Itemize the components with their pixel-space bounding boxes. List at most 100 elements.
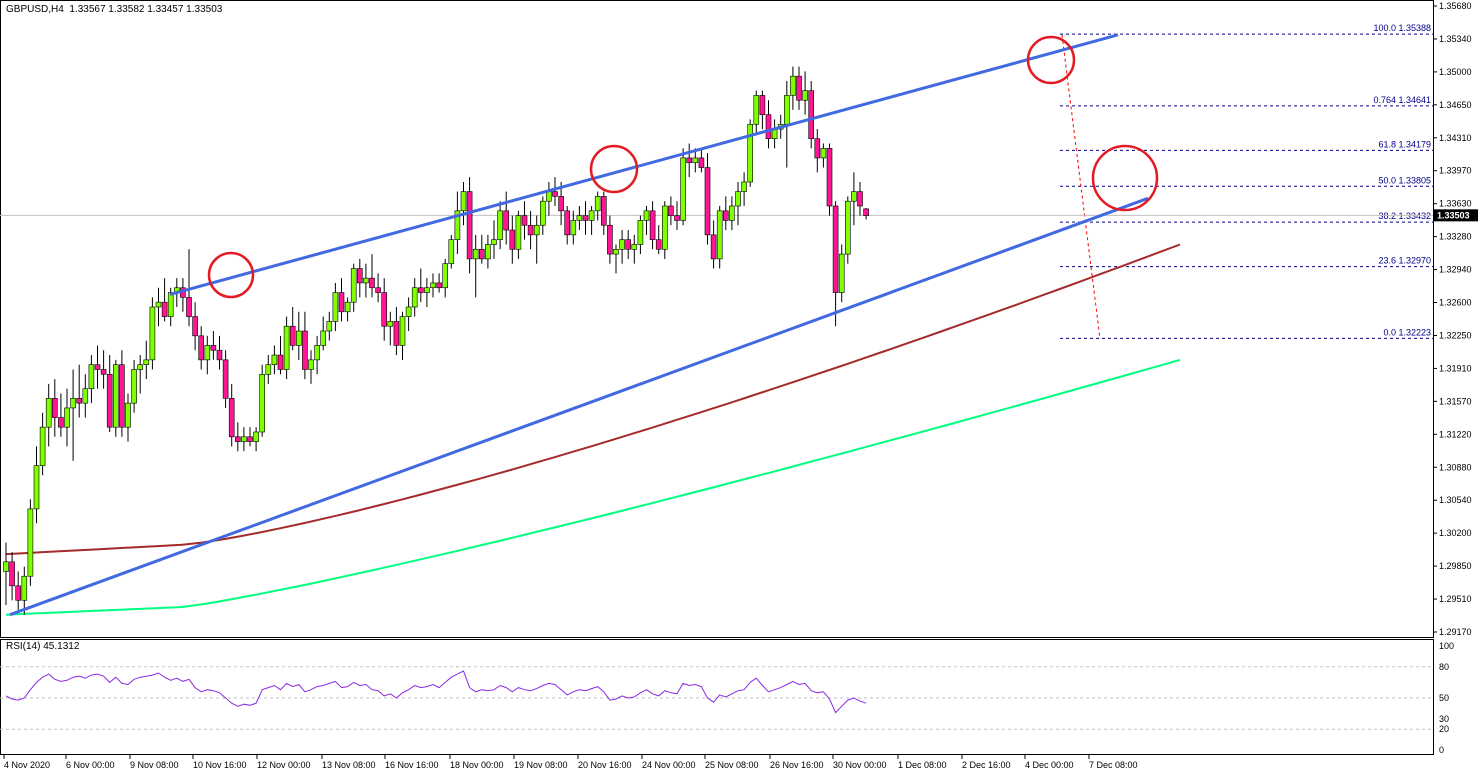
candle-bear — [814, 138, 821, 159]
candle-bear — [826, 148, 833, 207]
low-value: 1.33457 — [147, 4, 184, 15]
candle-bear — [655, 239, 662, 250]
candle-bull — [790, 75, 796, 96]
candle-bull — [533, 224, 540, 236]
candle-bear — [863, 208, 869, 216]
candle-bull — [70, 398, 76, 409]
candles — [3, 66, 869, 615]
candle-bear — [393, 321, 400, 346]
candle-bear — [302, 330, 308, 370]
candle-bear — [338, 292, 345, 313]
fib-level-label: 38.2 1.33432 — [1378, 211, 1431, 221]
candle-bear — [478, 248, 485, 260]
candle-bear — [100, 369, 107, 375]
candle-bull — [442, 263, 449, 289]
price-tick-label: 1.31910 — [1439, 363, 1472, 373]
candle-bear — [277, 354, 284, 370]
price-tick-label: 1.35340 — [1439, 34, 1472, 44]
candle-bull — [454, 210, 461, 240]
price-tick-label: 1.31570 — [1439, 396, 1472, 406]
symbol-label: GBPUSD,H4 — [6, 4, 64, 15]
candle-bear — [600, 196, 607, 226]
fib-level-label: 0.764 1.34641 — [1373, 95, 1431, 105]
moving-averages — [5, 243, 1181, 616]
candle-bear — [192, 316, 198, 337]
candle-bull — [308, 359, 314, 370]
candle-bull — [320, 330, 327, 346]
candle-bull — [64, 407, 70, 428]
close-value: 1.33503 — [186, 4, 223, 15]
price-tick-label: 1.33970 — [1439, 166, 1472, 176]
current-price-badge — [1434, 209, 1478, 222]
candle-bull — [295, 330, 302, 346]
time-tick-label: 26 Nov 16:00 — [770, 760, 824, 770]
candle-bull — [271, 354, 278, 365]
candle-bear — [106, 373, 113, 428]
candle-bear — [356, 268, 363, 284]
candle-bull — [661, 205, 668, 250]
candle-bull — [39, 426, 46, 466]
candle-bull — [3, 561, 9, 572]
candle-bull — [729, 205, 735, 221]
candle-bull — [491, 239, 497, 245]
time-tick-label: 12 Nov 00:00 — [257, 760, 311, 770]
highlight-circle — [207, 251, 255, 299]
rsi-line — [5, 670, 867, 714]
candle-bull — [716, 210, 723, 260]
time-tick-label: 4 Nov 2020 — [4, 760, 50, 770]
candle-bear — [704, 167, 711, 236]
candle-bull — [21, 575, 28, 601]
candle-bull — [265, 364, 272, 375]
candle-bear — [832, 205, 839, 293]
candle-bull — [753, 95, 760, 125]
price-tick-label: 1.35680 — [1439, 1, 1472, 11]
candle-bull — [424, 287, 430, 293]
price-tick-label: 1.29850 — [1439, 561, 1472, 571]
highlight-circle — [1026, 35, 1076, 85]
candle-bull — [167, 292, 174, 317]
channel-lower-line — [9, 196, 1149, 617]
candle-bull — [283, 325, 290, 370]
time-tick-label: 9 Nov 08:00 — [130, 760, 179, 770]
candle-bear — [607, 224, 613, 255]
candle-bear — [94, 364, 101, 370]
candle-bull — [332, 292, 339, 322]
candle-bear — [210, 345, 217, 351]
candle-bear — [216, 349, 223, 361]
candle-bull — [570, 220, 577, 236]
price-tick-label: 1.33630 — [1439, 199, 1472, 209]
candle-bull — [851, 191, 857, 202]
candle-bull — [405, 306, 412, 317]
candle-bull — [241, 436, 247, 442]
highlight-circles — [207, 35, 1159, 299]
candle-bear — [808, 90, 815, 140]
symbol-header: GBPUSD,H4 1.33567 1.33582 1.33457 1.3350… — [6, 4, 222, 15]
fib-level-label: 0.0 1.32223 — [1383, 327, 1431, 337]
time-tick-label: 19 Nov 08:00 — [514, 760, 568, 770]
candle-bull — [411, 287, 418, 308]
candle-bull — [619, 239, 625, 250]
candle-bull — [588, 210, 595, 221]
candle-bull — [430, 282, 436, 289]
current-price-label: 1.33503 — [1437, 210, 1470, 220]
candle-bear — [466, 191, 473, 260]
channel-upper-line — [169, 33, 1119, 296]
price-tick-label: 1.34650 — [1439, 100, 1472, 110]
price-tick-label: 1.29170 — [1439, 627, 1472, 637]
candle-bear — [503, 210, 510, 231]
candle-bear — [765, 114, 772, 140]
price-tick-label: 1.32600 — [1439, 298, 1472, 308]
open-value: 1.33567 — [69, 4, 106, 15]
candle-bear — [222, 359, 229, 399]
price-tick-label: 1.31220 — [1439, 429, 1472, 439]
candle-bear — [625, 239, 632, 250]
price-tick-label: 1.32250 — [1439, 330, 1472, 340]
candle-bull — [204, 345, 211, 361]
candle-bull — [350, 268, 357, 303]
price-tick-label: 1.30540 — [1439, 495, 1472, 505]
candle-bear — [381, 292, 388, 327]
candle-bear — [289, 325, 296, 346]
high-value: 1.33582 — [108, 4, 145, 15]
candle-bear — [15, 585, 21, 601]
